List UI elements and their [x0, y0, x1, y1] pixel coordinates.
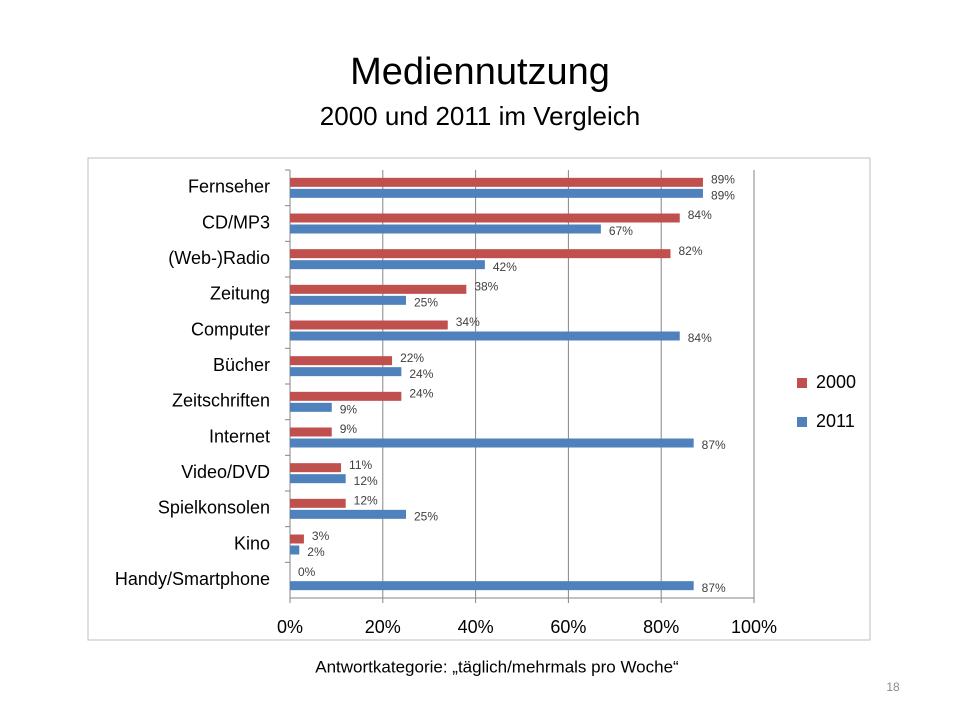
y-tick-label: Zeitschriften	[172, 391, 270, 411]
bar	[290, 224, 601, 234]
value-label: 25%	[414, 510, 438, 524]
x-tick-label: 80%	[643, 617, 679, 637]
value-label: 24%	[409, 387, 433, 401]
x-tick-label: 20%	[365, 617, 401, 637]
x-tick-label: 100%	[731, 617, 777, 637]
value-label: 82%	[678, 244, 702, 258]
value-label: 89%	[711, 189, 735, 203]
value-label: 24%	[409, 367, 433, 381]
bar	[290, 320, 448, 330]
bar	[290, 295, 406, 305]
y-tick-label: Internet	[209, 426, 270, 446]
bar	[290, 260, 485, 270]
y-tick-label: Fernseher	[188, 177, 270, 197]
value-label: 89%	[711, 173, 735, 187]
y-tick-label: CD/MP3	[202, 212, 270, 232]
x-tick-label: 60%	[550, 617, 586, 637]
value-label: 9%	[340, 403, 358, 417]
y-tick-label: (Web-)Radio	[168, 248, 270, 268]
bar	[290, 213, 680, 223]
bar	[290, 356, 393, 366]
bar	[290, 427, 332, 437]
value-label: 87%	[702, 438, 726, 452]
bar	[290, 463, 342, 473]
value-label: 25%	[414, 296, 438, 310]
value-label: 87%	[702, 581, 726, 595]
bar	[290, 438, 694, 448]
page-number: 18	[886, 680, 900, 694]
value-label: 9%	[340, 422, 358, 436]
y-tick-label: Handy/Smartphone	[115, 569, 270, 589]
legend-swatch	[797, 417, 807, 427]
bar	[290, 188, 703, 198]
note: Antwortkategorie: „täglich/mehrmals pro …	[315, 657, 679, 676]
y-tick-label: Computer	[191, 319, 270, 339]
value-label: 67%	[609, 224, 633, 238]
bar	[290, 581, 694, 591]
value-label: 84%	[688, 208, 712, 222]
x-tick-label: 40%	[458, 617, 494, 637]
bar	[290, 249, 671, 259]
value-label: 42%	[493, 260, 517, 274]
value-label: 12%	[354, 474, 378, 488]
value-label: 22%	[400, 351, 424, 365]
legend-label: 2000	[816, 372, 856, 392]
bar	[290, 391, 402, 401]
bar	[290, 545, 300, 555]
legend-label: 2011	[816, 411, 855, 431]
bar	[290, 177, 703, 187]
y-tick-label: Kino	[234, 533, 270, 553]
value-label: 84%	[688, 331, 712, 345]
bar	[290, 474, 346, 484]
bar	[290, 331, 680, 341]
chart-subtitle: 2000 und 2011 im Vergleich	[320, 101, 640, 131]
bar	[290, 534, 304, 544]
chart-title: Mediennutzung	[350, 51, 610, 93]
bar	[290, 402, 332, 412]
x-tick-label: 0%	[277, 617, 303, 637]
chart-frame	[87, 157, 871, 641]
y-tick-label: Video/DVD	[181, 462, 270, 482]
value-label: 3%	[312, 529, 330, 543]
y-tick-label: Zeitung	[210, 284, 270, 304]
value-label: 38%	[474, 280, 498, 294]
y-tick-label: Bücher	[213, 355, 270, 375]
value-label: 2%	[307, 545, 325, 559]
value-label: 34%	[456, 315, 480, 329]
value-label: 12%	[354, 494, 378, 508]
bar	[290, 498, 346, 508]
value-label: 0%	[298, 565, 316, 579]
bar	[290, 367, 402, 377]
y-tick-label: Spielkonsolen	[158, 498, 270, 518]
bar	[290, 284, 467, 294]
legend-swatch	[797, 378, 807, 388]
bar	[290, 509, 406, 519]
value-label: 11%	[349, 458, 372, 472]
